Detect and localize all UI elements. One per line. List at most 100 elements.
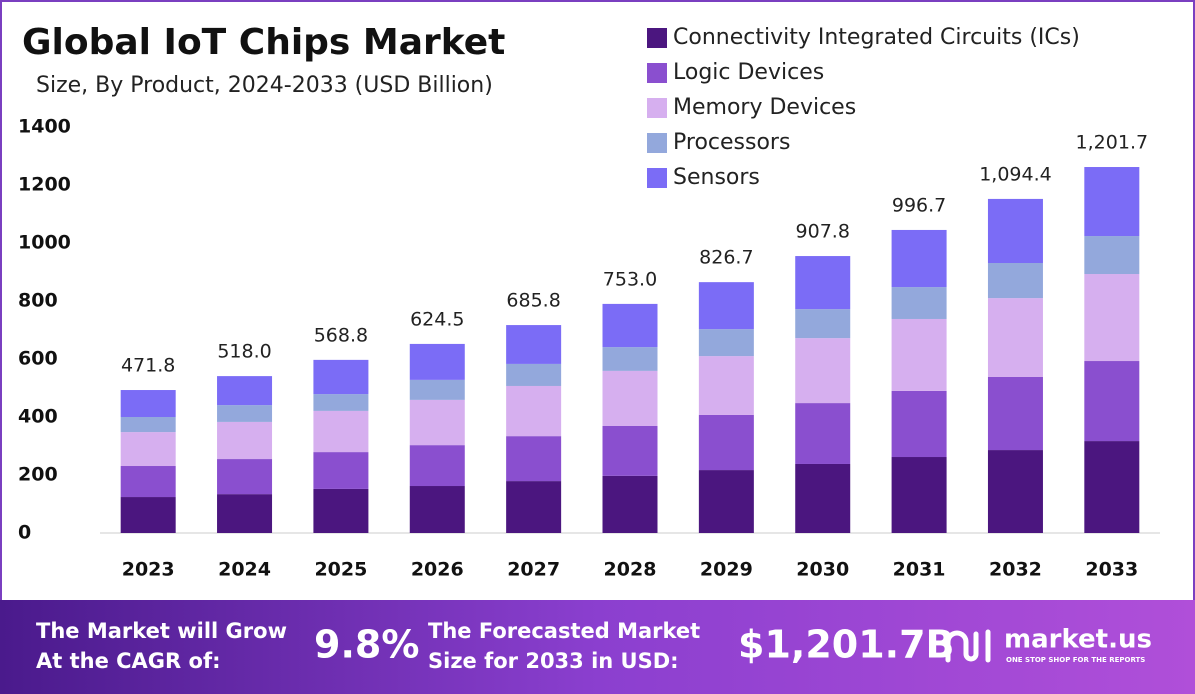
bar-segment [217,376,273,406]
bar-segment [602,425,658,476]
bar-segment [1084,236,1140,275]
bar-segment [506,385,562,437]
total-label: 826.7 [699,247,753,269]
bar-segment [313,394,369,411]
bar-segment [1084,441,1140,533]
bar-segment [698,356,754,415]
total-label: 996.7 [892,194,946,216]
y-tick-label: 0 [18,522,31,544]
total-label: 753.0 [603,268,657,290]
bar-segment [409,486,465,533]
bar-segment [891,229,947,288]
bar-segment [698,414,754,471]
x-tick-label: 2029 [700,559,753,581]
bar-segment [313,488,369,533]
x-tick-label: 2033 [1085,559,1138,581]
bar-segment [409,343,465,380]
y-tick-label: 1400 [18,116,71,138]
forecast-text: The Forecasted Market [428,619,700,643]
legend-label: Memory Devices [673,95,856,120]
x-tick-label: 2032 [989,559,1042,581]
bar-segment [602,475,658,533]
bar-segment [1084,361,1140,442]
x-tick-label: 2031 [893,559,946,581]
bar-segment [602,347,658,371]
bar-segment [313,452,369,489]
bar-segment [987,263,1043,299]
bar-segment [120,417,176,433]
x-tick-label: 2023 [122,559,175,581]
bar-segment [217,421,273,460]
bar-segment [409,399,465,446]
bar-segment [987,198,1043,264]
bar-segment [120,497,176,533]
bar-segment [409,379,465,400]
bar-segment [602,303,658,348]
footer-banner [0,600,1195,694]
brand-logo [945,629,991,663]
total-label: 518.0 [217,341,271,363]
bar-segment [506,325,562,364]
legend-swatch [647,168,667,188]
bar-segment [891,287,947,319]
bar-segment [217,494,273,533]
y-tick-label: 600 [18,348,58,370]
total-label: 1,094.4 [979,163,1052,185]
x-tick-label: 2026 [411,559,464,581]
total-label: 1,201.7 [1076,132,1149,154]
legend-label: Sensors [673,165,760,190]
y-tick-label: 1200 [18,174,71,196]
x-tick-label: 2028 [604,559,657,581]
bar-segment [795,463,851,533]
x-tick-label: 2024 [218,559,271,581]
legend-swatch [647,28,667,48]
bar-segment [795,403,851,464]
bar-segment [120,390,176,417]
bar-segment [987,298,1043,377]
total-label: 471.8 [121,355,175,377]
cagr-text: At the CAGR of: [36,649,221,673]
bar-segment [698,329,754,357]
legend-label: Processors [673,130,790,155]
bar-segment [409,445,465,487]
bar-segment [795,309,851,339]
cagr-text: The Market will Grow [36,619,287,643]
y-tick-label: 1000 [18,232,71,254]
bar-segment [120,466,176,498]
bar-segment [795,338,851,404]
bar-segment [1084,167,1140,237]
total-label: 568.8 [314,324,368,346]
y-tick-label: 200 [18,464,58,486]
bar-segment [795,256,851,310]
chart-title: Global IoT Chips Market [22,22,505,63]
bar-segment [506,436,562,482]
cagr-value: 9.8% [314,623,419,667]
brand-tagline: ONE STOP SHOP FOR THE REPORTS [1006,656,1145,664]
chart-subtitle: Size, By Product, 2024-2033 (USD Billion… [36,73,493,98]
total-label: 624.5 [410,308,464,330]
y-tick-label: 400 [18,406,58,428]
x-tick-label: 2030 [796,559,849,581]
bar-segment [698,470,754,533]
legend-swatch [647,133,667,153]
bar-segment [313,359,369,395]
bar-segment [506,363,562,386]
bar-segment [987,376,1043,451]
legend-swatch [647,98,667,118]
bar-segment [120,432,176,467]
brand: market.us [1004,625,1152,655]
legend-label: Logic Devices [673,60,824,85]
bar-segment [891,457,947,533]
x-tick-label: 2025 [314,559,367,581]
bar-segment [698,282,754,330]
bar-segment [891,318,947,391]
bar-segment [506,481,562,533]
y-tick-label: 800 [18,290,58,312]
x-tick-label: 2027 [507,559,560,581]
bar-segment [891,390,947,458]
bar-segment [1084,274,1140,362]
total-label: 685.8 [506,290,560,312]
bar-segment [313,410,369,453]
legend-label: Connectivity Integrated Circuits (ICs) [673,25,1080,50]
